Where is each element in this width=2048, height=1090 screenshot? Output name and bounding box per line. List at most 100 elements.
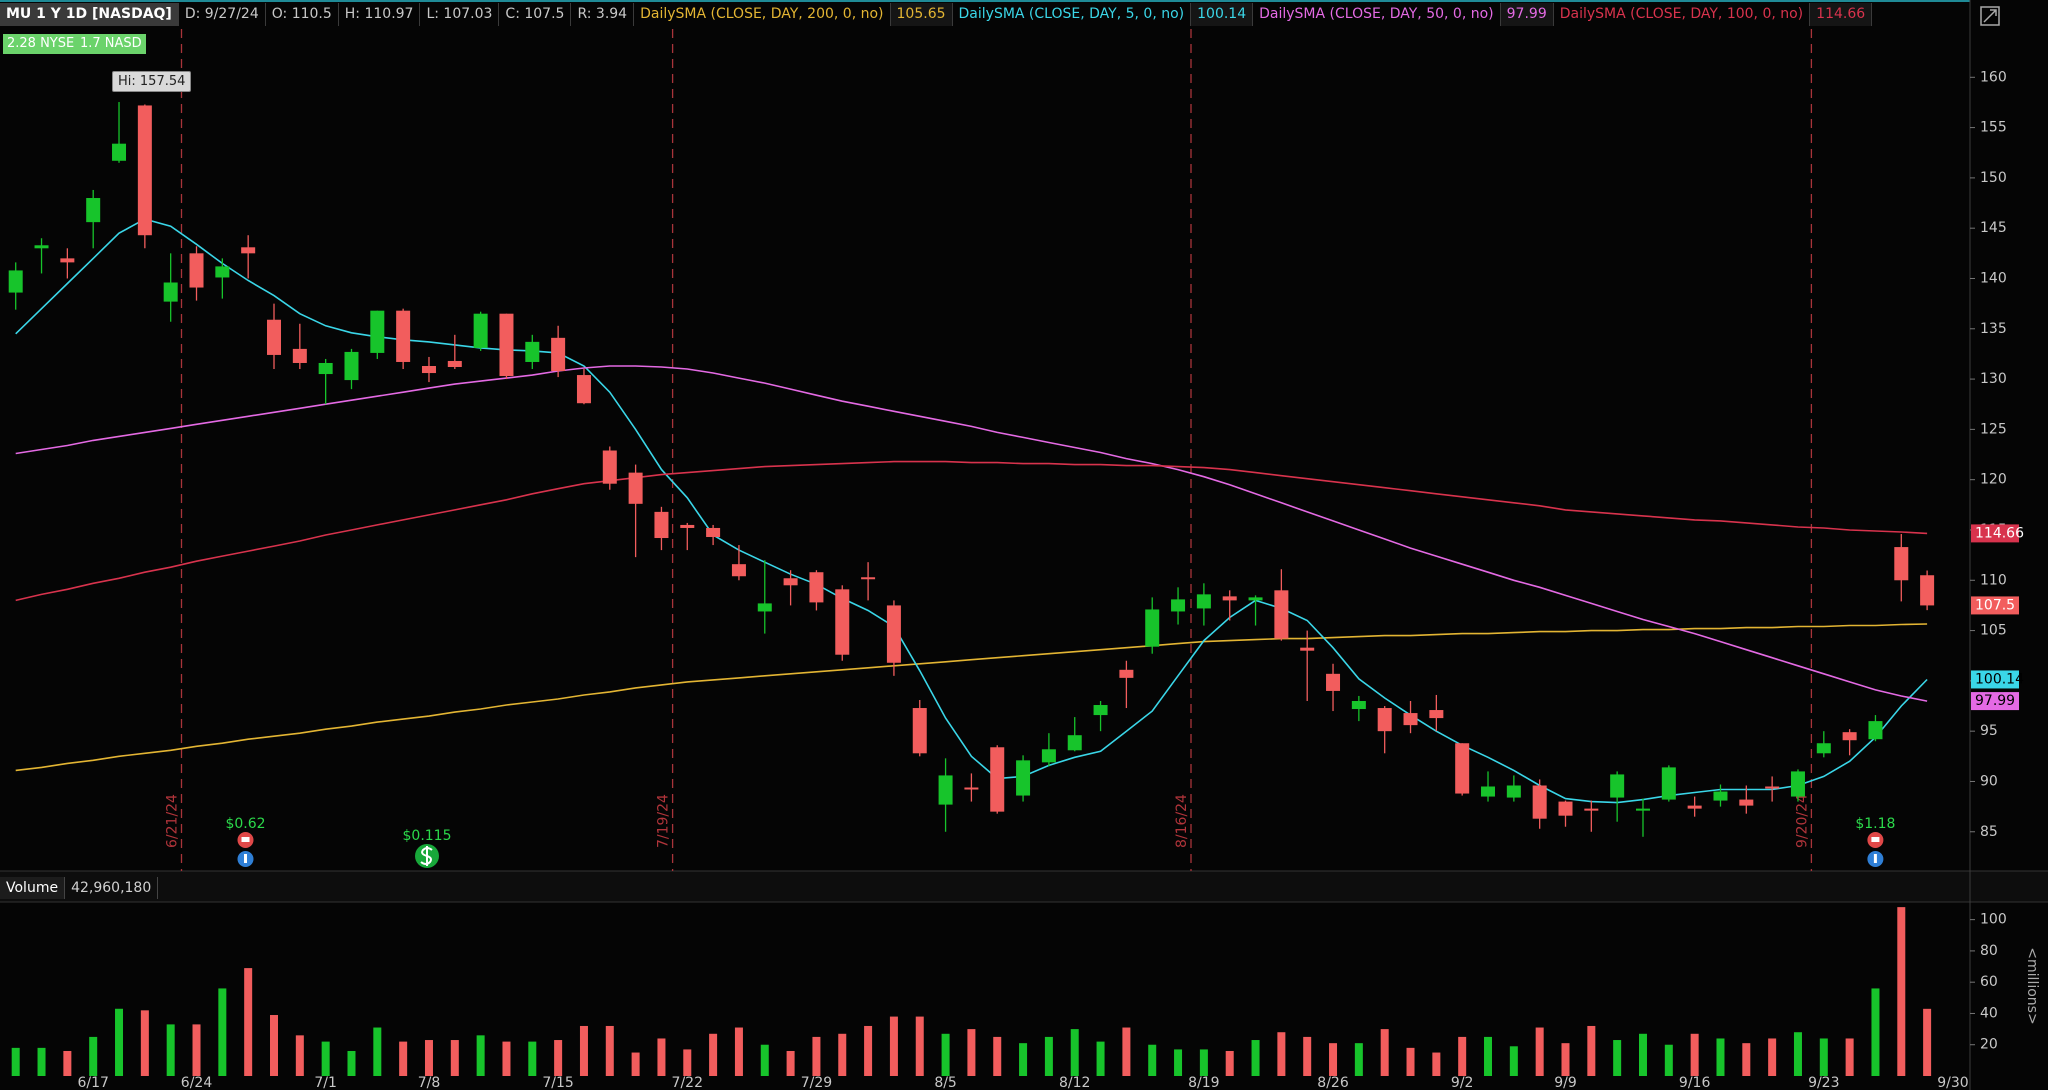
candle-body — [421, 366, 436, 374]
info-icon-glyph — [1873, 854, 1877, 863]
candle-body — [757, 603, 772, 612]
info-low: L: 107.03 — [420, 3, 500, 26]
candle-body — [189, 253, 204, 288]
settings-icon[interactable] — [1980, 6, 2000, 26]
event-label: $0.115 — [403, 828, 452, 844]
study-name[interactable]: DailySMA (CLOSE, DAY, 50, 0, no) — [1253, 3, 1501, 26]
price-badge — [1971, 596, 2019, 615]
candle-body — [112, 143, 127, 161]
candle-body — [1351, 700, 1366, 710]
candle-body — [1816, 743, 1831, 754]
volume-bar — [1199, 1049, 1208, 1076]
volume-bar — [786, 1050, 795, 1076]
candle-body — [938, 775, 953, 805]
study-name[interactable]: DailySMA (CLOSE, DAY, 100, 0, no) — [1554, 3, 1811, 26]
candle-body — [1326, 673, 1341, 691]
exchange-badge: 2.28 NYSE — [3, 34, 79, 54]
y-tick-label: 135 — [1980, 321, 2007, 337]
price-badge — [1971, 670, 2019, 689]
candle-body — [1610, 774, 1625, 798]
candle-body — [1635, 808, 1650, 811]
candle-body — [292, 348, 307, 363]
x-tick-label: 6/17 — [77, 1075, 108, 1090]
volume-bar — [864, 1025, 873, 1076]
volume-bar — [1587, 1025, 1596, 1076]
candle-body — [1765, 786, 1780, 789]
candle-body — [1145, 609, 1160, 647]
volume-bar — [1096, 1041, 1105, 1076]
x-tick-label: 9/9 — [1554, 1075, 1577, 1090]
volume-bar — [1148, 1044, 1157, 1076]
y-tick-label: 105 — [1980, 623, 2007, 639]
candle-body — [680, 524, 695, 528]
volume-bar — [1768, 1038, 1777, 1076]
volume-bar — [993, 1036, 1002, 1076]
x-tick-label: 7/15 — [542, 1075, 573, 1090]
candle-body — [370, 310, 385, 353]
info-icon-glyph — [244, 854, 247, 863]
candle-body — [1920, 575, 1935, 606]
sma-line — [15, 365, 1928, 702]
candle-body — [267, 319, 281, 355]
candle-body — [473, 313, 488, 348]
candle-body — [1455, 743, 1470, 794]
dividend-icon-glyph — [420, 846, 433, 866]
candle-body — [628, 472, 643, 504]
candle-body — [1016, 760, 1031, 796]
volume-bar — [347, 1050, 356, 1076]
info-date: D: 9/27/24 — [179, 3, 266, 26]
volume-bar — [476, 1035, 485, 1076]
candle-body — [8, 270, 23, 293]
candle-body — [861, 577, 876, 580]
volume-title[interactable]: Volume — [0, 877, 66, 899]
info-range: R: 3.94 — [571, 3, 635, 26]
volume-bar — [1535, 1027, 1544, 1076]
y-tick-label: 95 — [1980, 723, 1998, 739]
volume-bar — [889, 1016, 898, 1076]
exchange-badge: 1.7 NASD — [76, 34, 146, 54]
x-tick-label: 9/16 — [1679, 1075, 1711, 1090]
volume-bar — [1225, 1050, 1234, 1076]
study-name[interactable]: DailySMA (CLOSE, DAY, 5, 0, no) — [953, 3, 1192, 26]
volume-bar — [1897, 907, 1906, 1076]
volume-bar — [1613, 1040, 1622, 1076]
y-tick-label: 150 — [1980, 170, 2007, 186]
candle-body — [1661, 767, 1676, 800]
volume-bar — [1044, 1036, 1053, 1076]
candle-body — [344, 351, 359, 381]
price-badge — [1971, 692, 2019, 711]
symbol-title[interactable]: MU 1 Y 1D [NASDAQ] — [0, 3, 179, 26]
volume-bar — [1742, 1043, 1751, 1076]
candle-body — [447, 360, 462, 368]
y-tick-label: 145 — [1980, 220, 2007, 236]
candle-body — [731, 564, 746, 577]
candle-body — [1713, 791, 1728, 801]
sma-line — [15, 623, 1928, 772]
x-tick-label: 9/23 — [1808, 1075, 1839, 1090]
candle-body — [1403, 713, 1418, 726]
price-badge — [1971, 524, 2019, 543]
volume-tick-label: 40 — [1980, 1005, 1998, 1021]
candle-body — [576, 375, 591, 404]
candle-body — [499, 313, 514, 377]
y-tick-label: 85 — [1980, 824, 1998, 840]
candle-body — [835, 589, 850, 655]
volume-bar — [1793, 1032, 1802, 1076]
event-label: $0.62 — [225, 816, 265, 832]
earnings-icon-glyph — [1871, 837, 1880, 842]
study-name[interactable]: DailySMA (CLOSE, DAY, 200, 0, no) — [634, 3, 891, 26]
volume-bar — [321, 1041, 330, 1076]
volume-bar — [915, 1016, 924, 1076]
earnings-icon-glyph — [241, 837, 250, 842]
candle-body — [964, 787, 979, 790]
candle-body — [1687, 805, 1702, 809]
candle-body — [215, 266, 230, 278]
y-tick-label: 160 — [1980, 69, 2007, 85]
x-tick-label: 8/19 — [1188, 1075, 1219, 1090]
candle-body — [1532, 785, 1547, 819]
volume-header: Volume 42,960,180 — [0, 876, 159, 900]
expiration-label: 6/21/24 — [165, 794, 181, 848]
price-badge-label: 100.14 — [1975, 671, 2024, 687]
candle-body — [1041, 749, 1056, 763]
